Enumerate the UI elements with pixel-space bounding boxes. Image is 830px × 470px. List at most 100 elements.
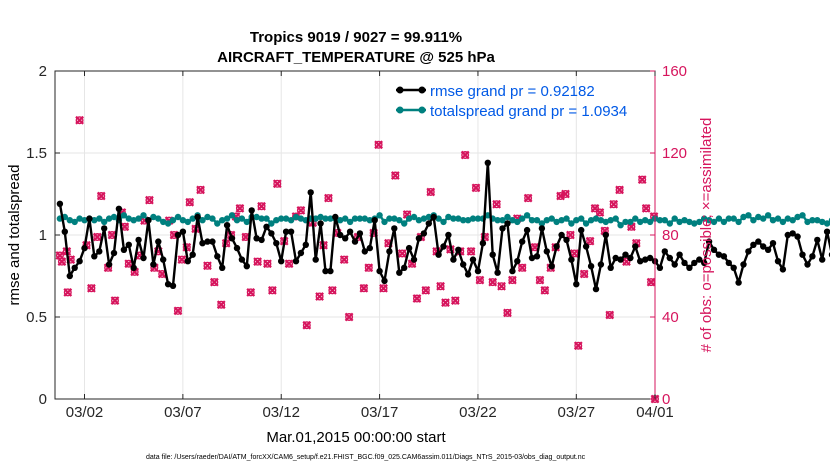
spread-point (705, 217, 713, 224)
spread-point (519, 215, 526, 222)
obs-possible-marker (379, 284, 388, 293)
spread-point (637, 218, 644, 226)
spread-point (110, 213, 118, 221)
obs-count-point (177, 255, 187, 264)
obs-count-point (390, 171, 400, 180)
rmse-point (292, 258, 300, 265)
obs-count-point (561, 189, 570, 199)
spread-point (568, 220, 575, 227)
spread-point (578, 215, 585, 222)
obs-assimilated-marker (267, 285, 277, 295)
spread-point (514, 218, 521, 226)
rmse-point (582, 243, 590, 250)
spread-point (435, 215, 442, 222)
spread-point (258, 215, 265, 222)
rmse-point (430, 213, 437, 221)
obs-possible-marker (615, 185, 624, 194)
obs-possible-marker (203, 261, 212, 270)
rmse-point (523, 226, 531, 234)
obs-possible-marker (580, 269, 589, 278)
rmse-series (56, 159, 830, 293)
rmse-point (661, 248, 668, 255)
rmse-point (568, 256, 575, 263)
obs-count-point (92, 232, 102, 242)
spread-point (120, 212, 128, 219)
spread-point (66, 217, 74, 224)
obs-possible-marker (285, 259, 294, 268)
spread-point (440, 218, 447, 226)
spread-point (238, 215, 246, 222)
y-axis-label-left: rmse and totalspread (6, 165, 23, 306)
y-tick-label-left: 2 (39, 63, 47, 80)
obs-assimilated-marker (475, 275, 485, 285)
rmse-point (804, 261, 811, 268)
spread-point (425, 213, 432, 221)
spread-point (160, 218, 167, 226)
obs-assimilated-marker (364, 263, 374, 273)
rmse-point (504, 220, 511, 227)
spread-point (538, 220, 546, 227)
spread-point (71, 218, 78, 226)
rmse-point (622, 251, 629, 258)
obs-count-point (517, 263, 527, 273)
rmse-point (464, 271, 472, 278)
spread-point (755, 213, 762, 221)
rmse-point (646, 254, 654, 262)
obs-assimilated-marker (185, 197, 195, 207)
rmse-point (297, 249, 305, 257)
obs-assimilated-marker (605, 310, 615, 320)
obs-count-point (324, 193, 333, 203)
obs-assimilated-marker (110, 296, 120, 305)
obs-possible-marker (110, 296, 119, 305)
obs-count-point (569, 249, 579, 258)
rmse-point (160, 256, 167, 263)
obs-possible-marker (315, 292, 324, 301)
obs-count-point (579, 269, 589, 279)
spread-point (789, 217, 796, 224)
rmse-point (548, 263, 555, 270)
rmse-point (705, 238, 713, 245)
y-tick-label-left: 1 (39, 227, 47, 244)
spread-point (681, 217, 688, 224)
rmse-point (755, 238, 762, 245)
y-tick-label-left: 1.5 (26, 145, 47, 162)
spread-point (597, 217, 605, 224)
rmse-point (135, 236, 142, 244)
obs-possible-marker (595, 208, 604, 217)
rmse-point (425, 220, 432, 227)
obs-count-point (471, 183, 481, 193)
spread-point (322, 215, 329, 222)
rmse-point (519, 238, 526, 245)
obs-assimilated-marker (327, 285, 337, 295)
obs-count-point (497, 281, 506, 291)
obs-count-point (315, 292, 324, 301)
rmse-point (819, 256, 826, 263)
spread-point (819, 218, 826, 226)
rmse-point (56, 200, 64, 207)
obs-possible-marker (642, 204, 651, 213)
spread-point (169, 217, 177, 224)
rmse-point (494, 269, 501, 276)
obs-count-point (272, 179, 282, 189)
rmse-point (681, 259, 688, 267)
spread-point (523, 212, 531, 219)
obs-assimilated-marker (646, 277, 656, 287)
rmse-point (71, 264, 78, 271)
rmse-point (455, 246, 462, 253)
spread-point (632, 215, 639, 222)
rmse-point (278, 258, 285, 265)
spread-point (809, 217, 816, 224)
obs-assimilated-marker (466, 247, 476, 256)
rmse-point (740, 261, 747, 268)
spread-point (794, 213, 801, 221)
obs-count-point (460, 150, 470, 160)
x-tick-label: 03/22 (459, 404, 497, 421)
obs-count-point (253, 257, 263, 267)
obs-count-point (374, 140, 383, 150)
rmse-point (174, 231, 182, 239)
obs-count-point (327, 285, 337, 295)
obs-possible-marker (426, 187, 435, 196)
obs-possible-marker (345, 313, 354, 322)
rmse-point (607, 264, 614, 271)
rmse-point (725, 259, 732, 267)
